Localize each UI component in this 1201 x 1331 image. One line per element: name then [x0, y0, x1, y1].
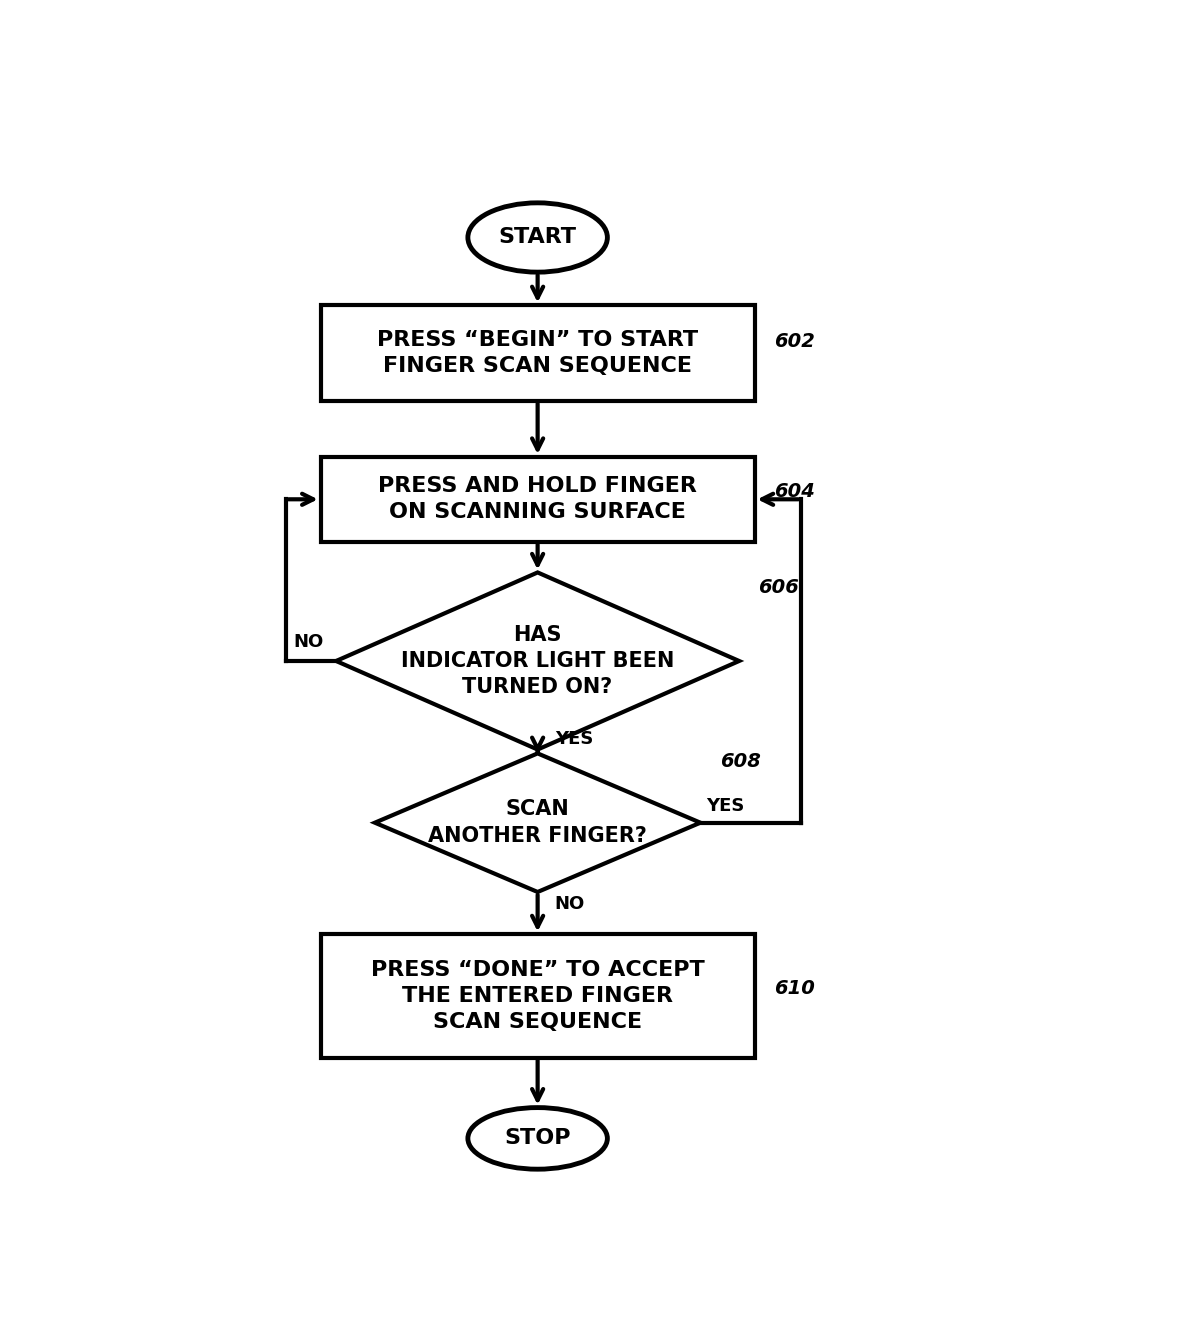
Polygon shape [375, 753, 700, 892]
Text: NO: NO [555, 896, 585, 913]
Text: YES: YES [555, 729, 593, 748]
Polygon shape [336, 572, 739, 749]
Text: YES: YES [706, 797, 745, 815]
Text: HAS
INDICATOR LIGHT BEEN
TURNED ON?: HAS INDICATOR LIGHT BEEN TURNED ON? [401, 624, 674, 697]
Text: 602: 602 [773, 331, 814, 351]
Text: SCAN
ANOTHER FINGER?: SCAN ANOTHER FINGER? [429, 800, 647, 847]
Text: PRESS “DONE” TO ACCEPT
THE ENTERED FINGER
SCAN SEQUENCE: PRESS “DONE” TO ACCEPT THE ENTERED FINGE… [371, 960, 705, 1033]
Text: STOP: STOP [504, 1129, 570, 1149]
Text: 610: 610 [773, 978, 814, 998]
FancyBboxPatch shape [321, 457, 754, 542]
Text: PRESS AND HOLD FINGER
ON SCANNING SURFACE: PRESS AND HOLD FINGER ON SCANNING SURFAC… [378, 476, 697, 523]
Text: 604: 604 [773, 482, 814, 500]
Text: 606: 606 [759, 579, 800, 598]
FancyBboxPatch shape [321, 305, 754, 401]
Ellipse shape [468, 1107, 608, 1169]
Text: 608: 608 [719, 752, 760, 771]
Text: START: START [498, 228, 576, 248]
Text: NO: NO [293, 634, 324, 651]
FancyBboxPatch shape [321, 934, 754, 1058]
Text: PRESS “BEGIN” TO START
FINGER SCAN SEQUENCE: PRESS “BEGIN” TO START FINGER SCAN SEQUE… [377, 330, 698, 377]
Ellipse shape [468, 202, 608, 272]
